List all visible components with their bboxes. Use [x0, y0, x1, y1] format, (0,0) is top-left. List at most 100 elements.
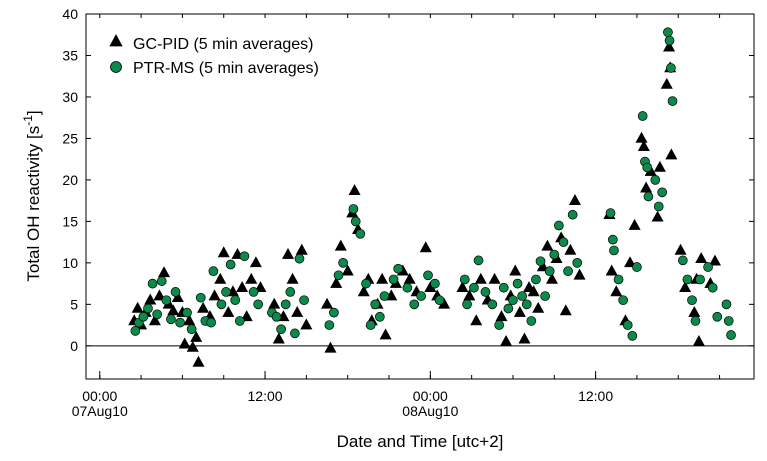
gcpid-point — [183, 314, 196, 326]
gcpid-point — [419, 241, 432, 253]
ptrms-point — [147, 278, 158, 289]
ptrms-point — [459, 274, 470, 285]
gcpid-point — [357, 285, 370, 297]
ptrms-point — [271, 311, 282, 322]
ptrms-point — [707, 282, 718, 293]
gcpid-point — [330, 276, 343, 288]
ptrms-point — [609, 245, 619, 256]
ptrms-point — [549, 249, 560, 260]
ptrms-point — [682, 274, 693, 285]
ptrms-point — [567, 209, 578, 220]
gcpid-point — [456, 281, 469, 293]
gcpid-point — [236, 281, 249, 293]
series-layer — [128, 27, 736, 367]
y-tick-label: 10 — [62, 255, 78, 271]
gcpid-point — [295, 243, 308, 255]
ptrms-point — [350, 216, 361, 227]
ptrms-point — [430, 278, 440, 289]
gcpid-point — [624, 256, 637, 268]
y-tick-label: 40 — [62, 6, 78, 22]
y-axis-title: Total OH reactivity [s-1] — [21, 110, 43, 281]
ptrms-point — [416, 291, 426, 301]
gcpid-point — [474, 272, 487, 284]
ptrms-point — [348, 204, 359, 214]
ptrms-point — [690, 316, 701, 326]
ptrms-point — [208, 266, 219, 277]
gcpid-point — [663, 40, 676, 52]
gcpid-point — [341, 264, 354, 276]
gcpid-point — [708, 254, 721, 266]
ptrms-point — [365, 320, 376, 330]
gcpid-point — [637, 140, 650, 152]
ptrms-point — [423, 270, 433, 281]
gcpid-point — [470, 314, 483, 326]
ptrms-point — [166, 314, 176, 325]
gcpid-point — [214, 272, 227, 284]
ptrms-point — [535, 256, 546, 267]
ptrms-point — [138, 311, 149, 322]
gcpid-point — [665, 148, 678, 160]
ptrms-point — [627, 331, 638, 341]
gcpid-point — [167, 304, 180, 316]
gcpid-point — [348, 184, 361, 195]
x-tick-date-label: 07Aug10 — [72, 403, 128, 419]
gcpid-point — [532, 301, 545, 313]
legend-label-ptrms: PTR-MS (5 min averages) — [133, 60, 319, 77]
gcpid-point — [291, 306, 304, 317]
ptrms-point — [361, 278, 371, 289]
gcpid-point — [324, 341, 337, 353]
ptrms-point — [170, 287, 181, 297]
ptrms-point — [285, 287, 296, 297]
ptrms-point — [554, 220, 564, 231]
ptrms-point — [695, 274, 705, 285]
legend-triangle-marker — [109, 34, 123, 47]
gcpid-point — [158, 266, 171, 278]
gcpid-point — [245, 272, 258, 284]
ptrms-point — [703, 262, 713, 272]
ptrms-point — [206, 317, 216, 328]
ptrms-point — [653, 201, 664, 212]
ptrms-point — [712, 311, 723, 322]
ptrms-point — [526, 316, 537, 326]
gcpid-point — [513, 306, 526, 317]
x-axis-title: Date and Time [utc+2] — [337, 432, 504, 451]
ptrms-point — [487, 299, 498, 310]
ptrms-point — [299, 295, 309, 306]
y-tick-label: 20 — [62, 172, 78, 188]
ptrms-point — [512, 278, 523, 289]
ptrms-point — [558, 237, 569, 247]
y-tick-label: 25 — [62, 130, 78, 146]
ptrms-point — [664, 35, 675, 46]
ptrms-point — [642, 162, 653, 173]
gcpid-point — [573, 268, 586, 280]
ptrms-point — [667, 96, 678, 106]
ptrms-point — [294, 253, 305, 264]
gcpid-point — [564, 243, 577, 255]
ptrms-point — [130, 326, 141, 336]
ptrms-point — [531, 274, 541, 285]
ptrms-point — [221, 287, 231, 297]
ptrms-point — [726, 330, 736, 340]
gcpid-point — [272, 332, 285, 344]
y-tick-label: 5 — [70, 296, 78, 312]
gcpid-point — [488, 272, 501, 284]
ptrms-point — [605, 208, 616, 218]
ptrms-point — [338, 258, 348, 268]
ptrms-point — [521, 299, 532, 310]
gcpid-point — [568, 194, 581, 205]
x-tick-label: 12:00 — [248, 388, 283, 404]
gcpid-point — [640, 181, 653, 193]
ptrms-point — [632, 262, 642, 272]
ptrms-point — [195, 292, 206, 303]
series-gcpid — [128, 40, 721, 367]
y-tick-label: 15 — [62, 213, 78, 229]
gcpid-point — [186, 340, 199, 352]
gcpid-point — [131, 301, 144, 313]
ptrms-point — [186, 324, 197, 335]
ptrms-point — [657, 187, 668, 198]
gcpid-point — [628, 218, 641, 230]
y-axis: 0 5 10 15 20 25 30 35 40 — [62, 6, 754, 354]
ptrms-point — [607, 234, 618, 245]
gcpid-point — [192, 355, 205, 367]
